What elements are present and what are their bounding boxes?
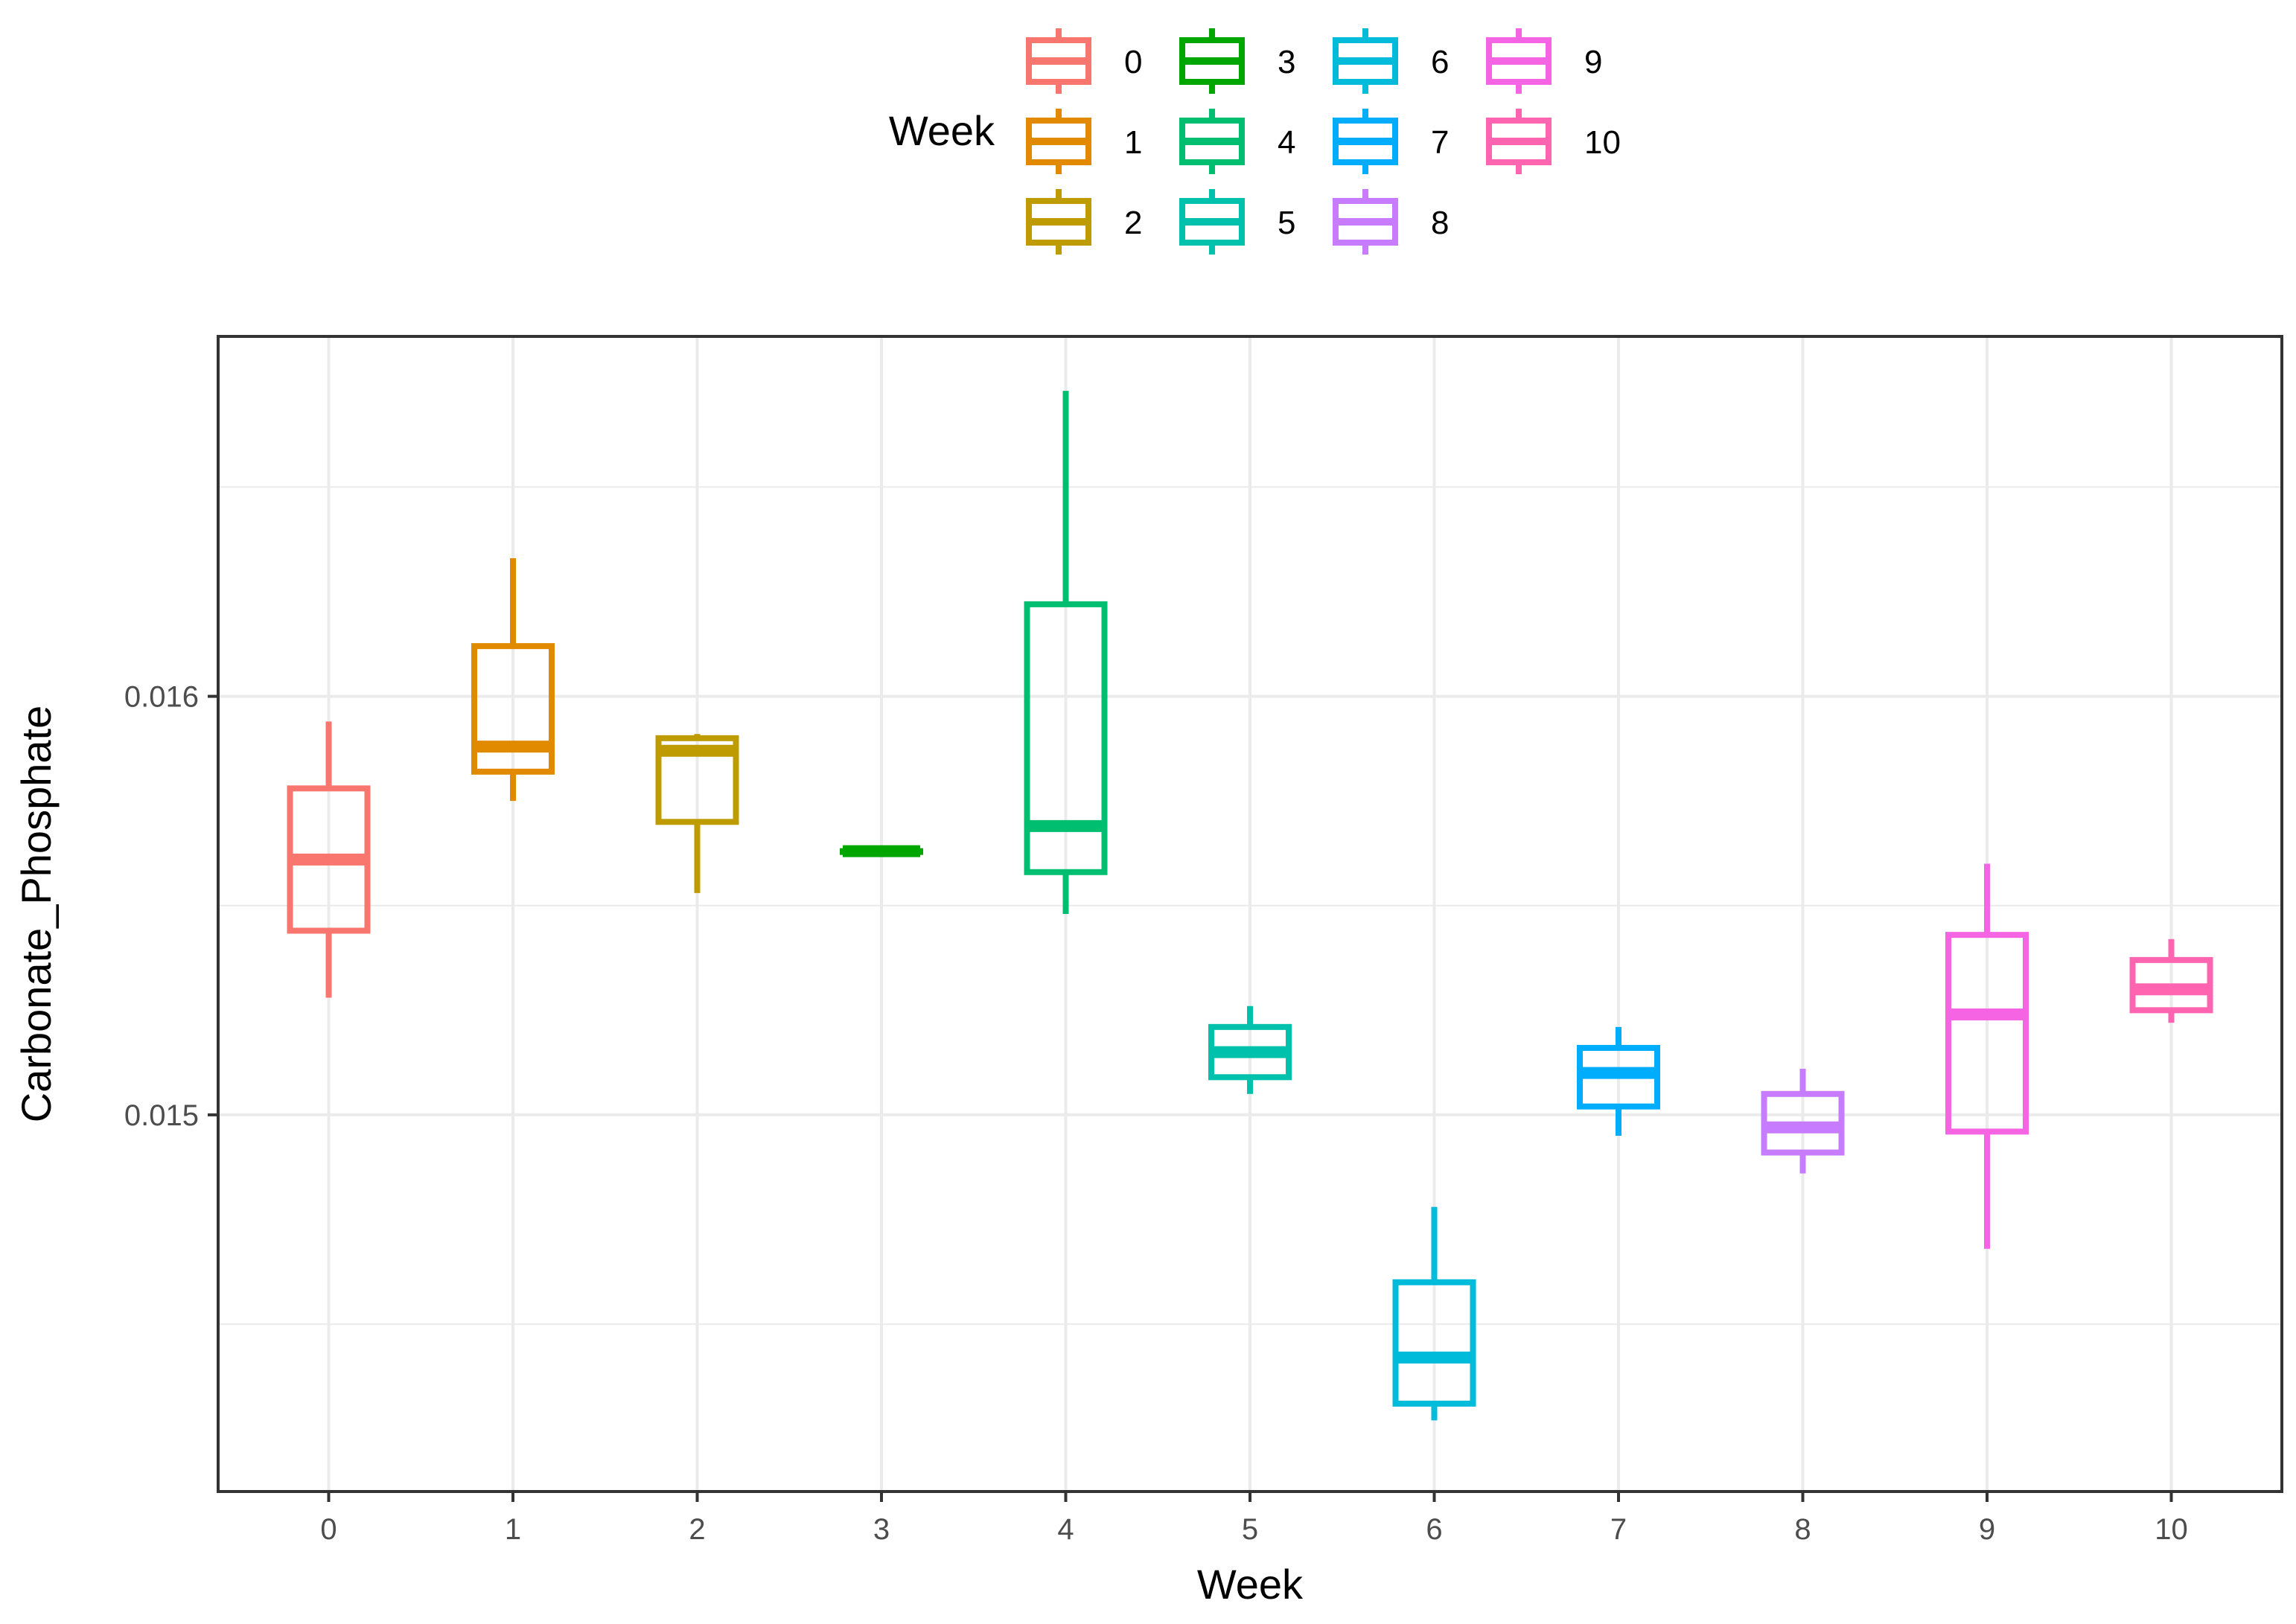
legend-item-4: 4 xyxy=(1179,109,1295,174)
y-axis-title: Carbonate_Phosphate xyxy=(13,706,60,1122)
x-tick-label: 10 xyxy=(2155,1513,2188,1546)
legend-label: 4 xyxy=(1278,124,1295,161)
box-week-2 xyxy=(655,734,739,893)
legend-item-1: 1 xyxy=(1026,109,1142,174)
x-tick-label: 6 xyxy=(1426,1513,1442,1546)
legend-label: 8 xyxy=(1431,205,1449,241)
box-week-6 xyxy=(1392,1206,1476,1421)
y-tick-label: 0.016 xyxy=(124,681,199,714)
y-tick-label: 0.015 xyxy=(124,1099,199,1132)
box-week-10 xyxy=(2129,939,2213,1023)
iqr-box xyxy=(1024,601,1108,875)
box-week-3 xyxy=(840,845,923,857)
legend-item-6: 6 xyxy=(1333,28,1449,94)
legend-label: 1 xyxy=(1124,124,1142,161)
legend: Week 0 1 2 3 4 5 6 7 8 9 10 xyxy=(889,28,1621,255)
legend-item-2: 2 xyxy=(1026,189,1142,255)
legend-label: 10 xyxy=(1584,124,1621,161)
x-tick-label: 5 xyxy=(1242,1513,1258,1546)
legend-item-3: 3 xyxy=(1179,28,1295,94)
box-week-7 xyxy=(1577,1026,1660,1137)
legend-label: 2 xyxy=(1124,205,1142,241)
iqr-box xyxy=(1392,1279,1476,1407)
x-tick-label: 9 xyxy=(1979,1513,1995,1546)
iqr-box xyxy=(471,643,555,775)
x-tick-label: 2 xyxy=(689,1513,705,1546)
legend-title: Week xyxy=(889,107,995,154)
legend-label: 9 xyxy=(1584,44,1602,80)
legend-label: 3 xyxy=(1278,44,1295,80)
x-tick-label: 8 xyxy=(1794,1513,1811,1546)
box-week-5 xyxy=(1208,1006,1292,1094)
x-tick-label: 7 xyxy=(1610,1513,1627,1546)
x-tick-label: 3 xyxy=(873,1513,890,1546)
iqr-box xyxy=(1945,932,2029,1135)
legend-item-9: 9 xyxy=(1486,28,1602,94)
legend-item-10: 10 xyxy=(1486,109,1621,174)
legend-label: 0 xyxy=(1124,44,1142,80)
legend-item-0: 0 xyxy=(1026,28,1142,94)
x-axis-title: Week xyxy=(1197,1561,1304,1608)
iqr-box xyxy=(655,735,739,825)
x-tick-label: 0 xyxy=(320,1513,337,1546)
legend-item-7: 7 xyxy=(1333,109,1449,174)
box-week-9 xyxy=(1945,863,2029,1249)
legend-label: 5 xyxy=(1278,205,1295,241)
box-week-8 xyxy=(1761,1069,1845,1174)
box-week-1 xyxy=(471,558,555,802)
legend-label: 6 xyxy=(1431,44,1449,80)
legend-item-5: 5 xyxy=(1179,189,1295,255)
legend-item-8: 8 xyxy=(1333,189,1449,255)
box-week-4 xyxy=(1024,391,1108,914)
legend-label: 7 xyxy=(1431,124,1449,161)
x-tick-label: 1 xyxy=(505,1513,521,1546)
box-week-0 xyxy=(287,721,371,998)
x-tick-label: 4 xyxy=(1057,1513,1074,1546)
